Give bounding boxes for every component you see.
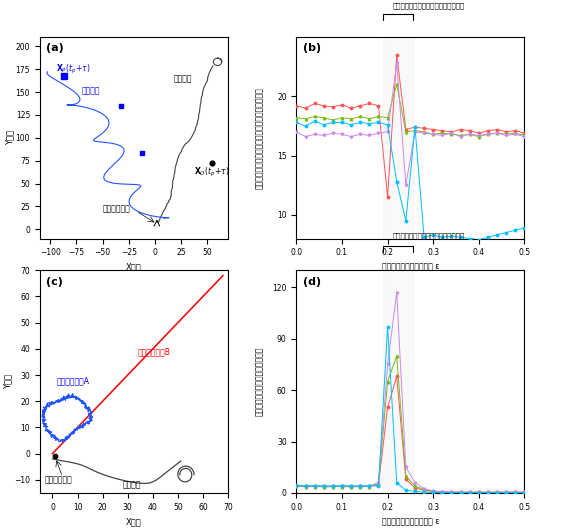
Y-axis label: Y座標: Y座標 <box>5 130 14 145</box>
Y-axis label: Y座標: Y座標 <box>4 374 13 389</box>
X-axis label: システムの相互作用強度 ε: システムの相互作用強度 ε <box>382 517 439 526</box>
Text: 入力を与える: 入力を与える <box>103 204 131 213</box>
Point <box>50 452 59 461</box>
Text: 臨界点付近、レヴィウォークが現れる: 臨界点付近、レヴィウォークが現れる <box>393 233 465 239</box>
Bar <box>383 270 413 493</box>
Bar <box>383 37 413 238</box>
Text: $\mathbf{X}_O(t_p\!+\!\tau)$: $\mathbf{X}_O(t_p\!+\!\tau)$ <box>194 166 229 179</box>
Text: 入力のタイプA: 入力のタイプA <box>56 376 89 385</box>
Text: 入力あり: 入力あり <box>82 87 100 96</box>
Point <box>59 72 68 80</box>
Text: 入力に対する行動の変化の大きさ: 入力に対する行動の変化の大きさ <box>255 347 264 416</box>
Point <box>117 102 126 110</box>
Text: 入力なし: 入力なし <box>174 74 192 83</box>
Text: 入力を与える: 入力を与える <box>45 475 72 484</box>
X-axis label: システムの相互作用強度 ε: システムの相互作用強度 ε <box>382 263 439 272</box>
Text: (c): (c) <box>46 277 63 287</box>
X-axis label: X座標: X座標 <box>126 517 142 526</box>
Text: (b): (b) <box>303 43 321 53</box>
Point <box>138 149 147 157</box>
Text: 入力なし: 入力なし <box>123 481 141 490</box>
Text: (a): (a) <box>46 43 63 53</box>
X-axis label: X座標: X座標 <box>126 263 142 272</box>
Text: 入力のタイプB: 入力のタイプB <box>138 347 170 356</box>
Text: ダイナミックレンジ（識別できる入力の大きさ）: ダイナミックレンジ（識別できる入力の大きさ） <box>255 87 264 189</box>
Text: 臨界点付近、レヴィウォークが現れる: 臨界点付近、レヴィウォークが現れる <box>393 2 465 9</box>
Point <box>208 159 217 167</box>
Text: (d): (d) <box>303 277 321 287</box>
Text: $\mathbf{X}_P(t_p\!+\!\tau)$: $\mathbf{X}_P(t_p\!+\!\tau)$ <box>56 63 91 76</box>
